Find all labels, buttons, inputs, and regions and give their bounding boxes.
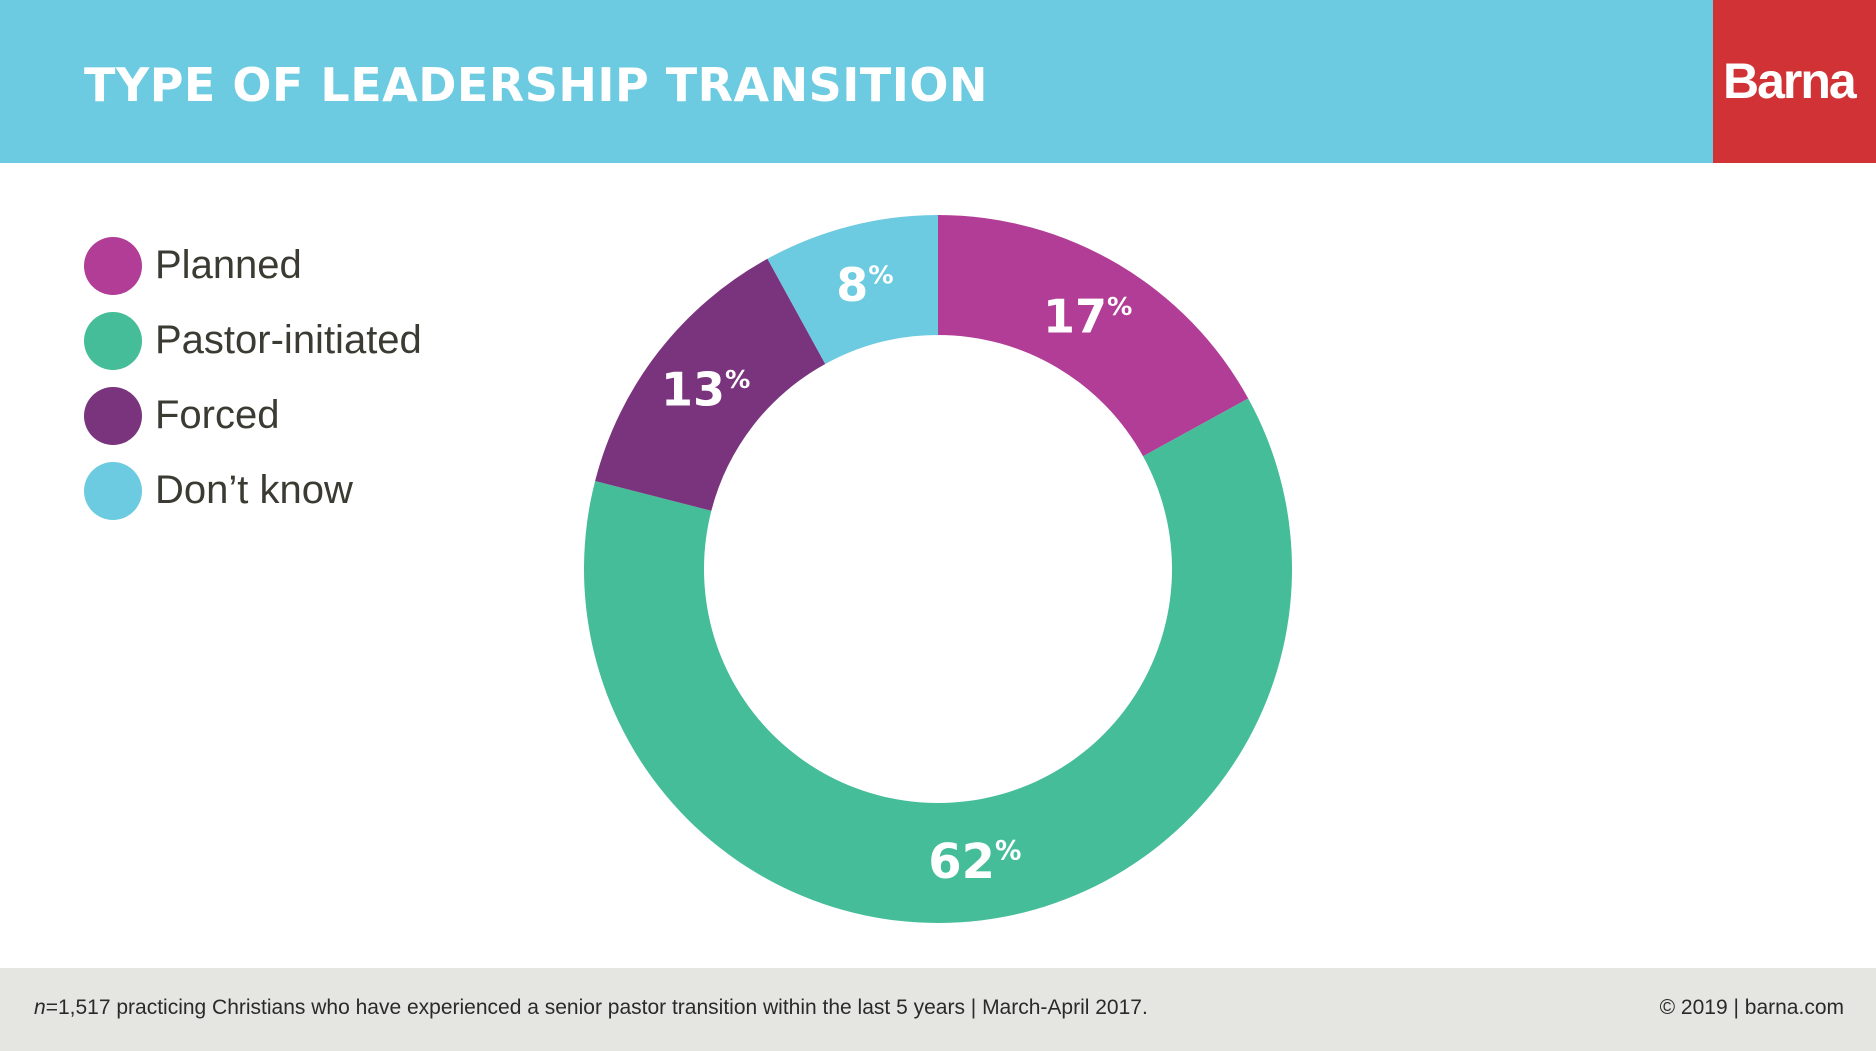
slice-value: 13 (661, 362, 725, 416)
slice-value: 17 (1043, 290, 1107, 344)
slice-value-label: 8% (836, 258, 893, 312)
sample-n: n (34, 996, 46, 1019)
legend-swatch (84, 236, 142, 295)
logo-text: Barna (1723, 53, 1857, 109)
slice-unit: % (1107, 292, 1132, 321)
slice-unit: % (995, 836, 1021, 867)
slice-value-label: 13% (661, 362, 750, 416)
slice-unit: % (868, 260, 893, 289)
slice-forced (595, 258, 826, 511)
legend: Planned Pastor-initiated Forced Don’t kn… (84, 228, 422, 528)
slice-value: 62 (928, 834, 995, 890)
slice-pastor-initiated (584, 398, 1292, 924)
sample-description: =1,517 practicing Christians who have ex… (45, 996, 1148, 1019)
legend-label: Planned (155, 243, 302, 287)
legend-swatch (84, 311, 142, 370)
slice-planned (938, 215, 1249, 457)
chart-title: TYPE OF LEADERSHIP TRANSITION (84, 58, 988, 112)
slice-dont-know (767, 215, 938, 364)
header-banner: TYPE OF LEADERSHIP TRANSITION (0, 0, 1713, 163)
legend-item-planned: Planned (84, 228, 422, 303)
legend-item-dont-know: Don’t know (84, 453, 422, 528)
sample-note: n=1,517 practicing Christians who have e… (34, 996, 1148, 1020)
legend-label: Pastor-initiated (155, 318, 422, 362)
legend-label: Forced (155, 393, 280, 437)
footer: n=1,517 practicing Christians who have e… (0, 968, 1876, 1051)
copyright: © 2019 | barna.com (1659, 996, 1844, 1019)
legend-label: Don’t know (155, 468, 353, 512)
legend-swatch (84, 386, 142, 445)
slice-value-label: 62% (928, 834, 1021, 890)
donut-chart: 17%62%13%8% (584, 215, 1292, 924)
legend-swatch (84, 461, 142, 520)
slice-unit: % (725, 365, 750, 394)
slice-value-label: 17% (1043, 290, 1132, 344)
slice-value: 8 (836, 258, 868, 312)
legend-item-pastor-initiated: Pastor-initiated (84, 303, 422, 378)
barna-logo: Barna (1713, 0, 1876, 163)
legend-item-forced: Forced (84, 378, 422, 453)
